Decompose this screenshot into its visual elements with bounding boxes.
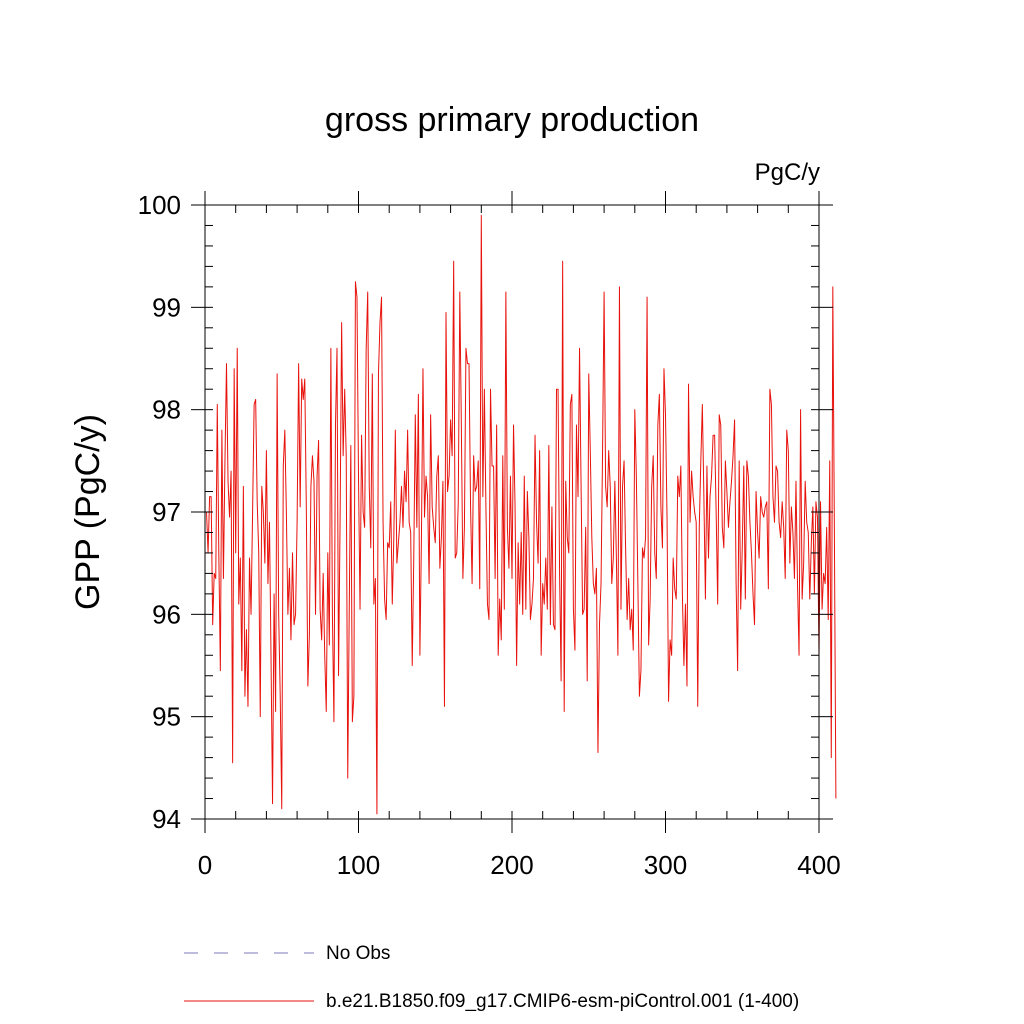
series-layer [206, 214, 837, 815]
legend-label-model-run: b.e21.B1850.f09_g17.CMIP6-esm-piControl.… [326, 991, 799, 1012]
chart-title: gross primary production [325, 101, 699, 139]
y-axis-label: GPP (PgC/y) [69, 414, 107, 610]
y-tick-label: 100 [138, 190, 181, 220]
x-tick-label: 300 [644, 850, 687, 880]
x-tick-label: 400 [797, 850, 840, 880]
y-tick-label: 98 [152, 395, 181, 425]
x-tick-label: 0 [198, 850, 212, 880]
units-label: PgC/y [755, 159, 820, 186]
series-line [206, 214, 837, 815]
y-tick-label: 99 [152, 292, 181, 322]
plot-frame [204, 204, 820, 820]
axes-layer: 0 100 200 300 400 94 95 96 97 98 99 100 [138, 190, 841, 880]
y-tick-label: 94 [152, 804, 181, 834]
y-tick-label: 95 [152, 702, 181, 732]
y-tick-label: 96 [152, 599, 181, 629]
legend-label-no-obs: No Obs [326, 943, 390, 964]
x-tick-label: 100 [337, 850, 380, 880]
x-tick-label: 200 [490, 850, 533, 880]
legend: No Obs b.e21.B1850.f09_g17.CMIP6-esm-piC… [184, 943, 799, 1012]
y-tick-label: 97 [152, 497, 181, 527]
